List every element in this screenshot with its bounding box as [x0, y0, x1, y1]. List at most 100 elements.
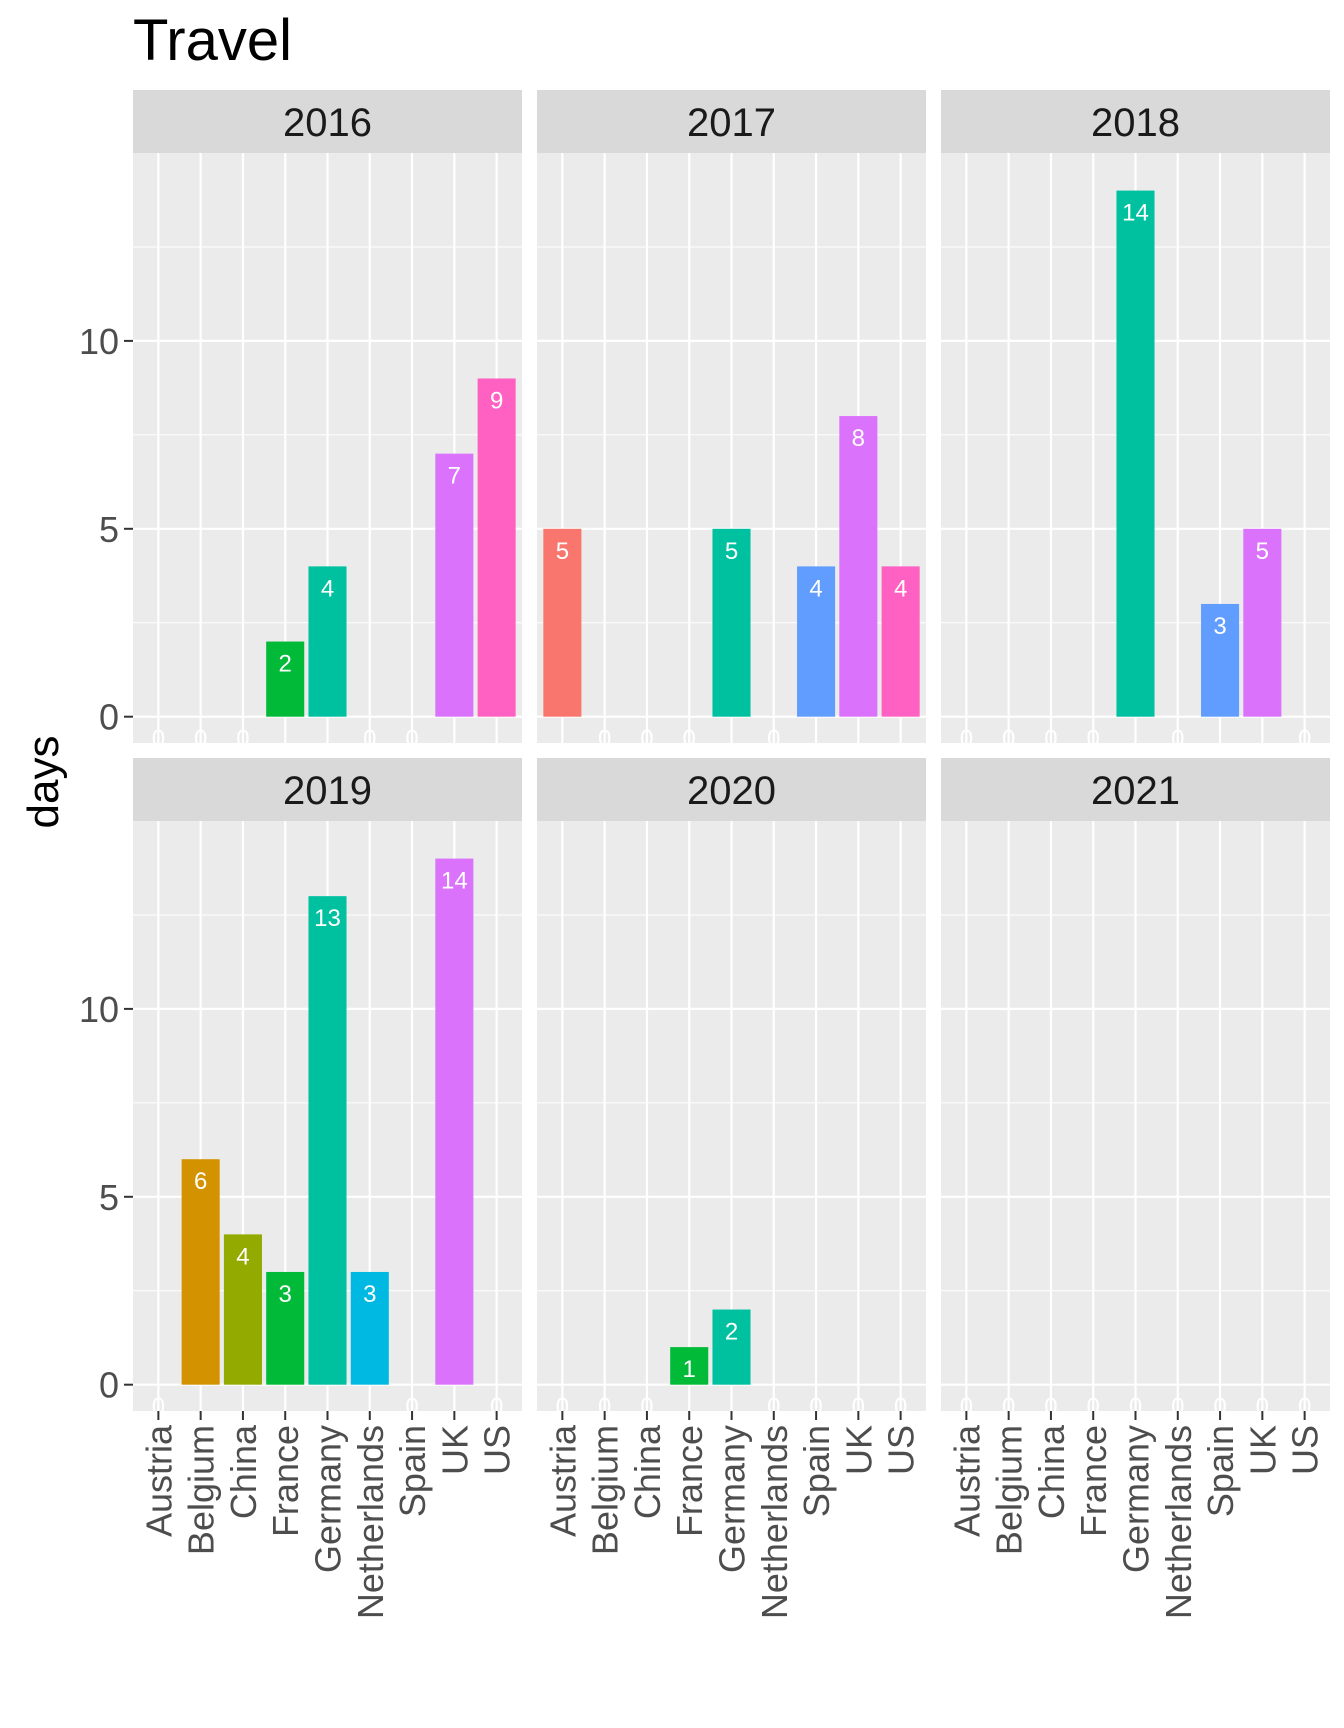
- x-tick-label: US: [881, 1425, 922, 1475]
- bar-value-label: 0: [1002, 1394, 1015, 1421]
- x-tick-label: Belgium: [181, 1425, 222, 1555]
- bar-germany: [712, 528, 751, 717]
- bar-value-label: 4: [809, 575, 822, 602]
- bar-value-label: 0: [852, 1394, 865, 1421]
- x-tick-label: China: [1031, 1424, 1072, 1519]
- facet-strip: [133, 90, 522, 153]
- bar-value-label: 0: [809, 1394, 822, 1421]
- facet-panel-2016: 2016 0 0 0 2 4 0 0 7 9 0 5 10: [79, 90, 522, 753]
- facet-strip: [537, 90, 926, 153]
- bar-value-label: 2: [279, 651, 292, 678]
- x-tick-label: Austria: [946, 1424, 987, 1537]
- bar-germany: [308, 896, 347, 1385]
- bar-value-label: 0: [960, 726, 973, 753]
- y-tick-label: 10: [79, 321, 119, 362]
- x-tick-label: US: [1285, 1425, 1326, 1475]
- x-tick-label: France: [265, 1425, 306, 1537]
- bar-value-label: 0: [598, 1394, 611, 1421]
- bar-netherlands: [350, 1271, 389, 1385]
- bar-uk: [1243, 528, 1282, 717]
- bar-value-label: 5: [725, 538, 738, 565]
- facet-panel-2020: 2020 0 0 0 1 2 0 0 0 0 Austria Belgium China France Ge…: [537, 758, 926, 1619]
- y-tick-label: 0: [99, 697, 119, 738]
- bar-value-label: 0: [1298, 726, 1311, 753]
- y-tick-label: 5: [99, 509, 119, 550]
- bar-value-label: 0: [194, 726, 207, 753]
- x-tick-label: US: [477, 1425, 518, 1475]
- bar-value-label: 0: [640, 1394, 653, 1421]
- bar-france: [670, 1347, 709, 1385]
- x-tick-label: Netherlands: [754, 1425, 795, 1619]
- x-tick-label: France: [1073, 1425, 1114, 1537]
- facet-strip: [537, 758, 926, 821]
- bar-value-label: 0: [152, 1394, 165, 1421]
- bar-value-label: 5: [556, 538, 569, 565]
- bar-value-label: 0: [405, 726, 418, 753]
- bar-china: [223, 1234, 262, 1385]
- bar-germany: [1116, 190, 1155, 717]
- bar-value-label: 0: [1087, 1394, 1100, 1421]
- facet-strip-label: 2021: [1091, 769, 1180, 813]
- bar-value-label: 0: [1213, 1394, 1226, 1421]
- facet-panel-2019: 2019 0 6 4 3 13 3 0 14 0 0 5 10 Austria Belgium China Fr…: [79, 758, 522, 1619]
- bar-germany: [712, 1309, 751, 1385]
- facet-strip-label: 2018: [1091, 101, 1180, 145]
- bar-uk: [435, 453, 474, 717]
- bar-austria: [543, 528, 582, 717]
- x-tick-label: Belgium: [989, 1425, 1030, 1555]
- bar-value-label: 0: [152, 726, 165, 753]
- bar-value-label: 0: [363, 726, 376, 753]
- bar-value-label: 0: [1002, 726, 1015, 753]
- bar-france: [266, 1271, 305, 1385]
- facet-panel-2021: 2021 0 0 0 0 0 0 0 0 0 Austria Belgium China France Ge…: [941, 758, 1330, 1619]
- bar-value-label: 3: [1213, 613, 1226, 640]
- bar-uk: [839, 416, 878, 717]
- bar-value-label: 3: [279, 1281, 292, 1308]
- bar-value-label: 0: [1171, 1394, 1184, 1421]
- bar-france: [266, 641, 305, 717]
- facet-panel-2018: 2018 0 0 0 0 14 0 3 5 0: [941, 90, 1330, 753]
- bar-value-label: 4: [894, 575, 907, 602]
- chart-title: Travel: [133, 8, 292, 73]
- bar-value-label: 0: [598, 726, 611, 753]
- x-tick-label: Germany: [712, 1425, 753, 1573]
- x-tick-label: China: [223, 1424, 264, 1519]
- bar-value-label: 4: [236, 1243, 249, 1270]
- bar-value-label: 14: [1122, 200, 1149, 227]
- bar-value-label: 0: [1044, 1394, 1057, 1421]
- y-axis-label: days: [19, 736, 68, 829]
- bar-value-label: 0: [640, 726, 653, 753]
- bar-value-label: 1: [683, 1356, 696, 1383]
- facet-strip: [133, 758, 522, 821]
- bar-spain: [1201, 603, 1240, 717]
- bar-value-label: 0: [236, 726, 249, 753]
- facet-strip: [941, 90, 1330, 153]
- x-tick-label: China: [627, 1424, 668, 1519]
- bar-uk: [435, 858, 474, 1385]
- bar-value-label: 0: [767, 1394, 780, 1421]
- bar-us: [477, 378, 516, 717]
- bar-value-label: 5: [1256, 538, 1269, 565]
- x-tick-label: France: [669, 1425, 710, 1537]
- x-tick-label: Austria: [138, 1424, 179, 1537]
- x-tick-label: Spain: [1200, 1425, 1241, 1517]
- bar-value-label: 0: [556, 1394, 569, 1421]
- bar-belgium: [181, 1159, 220, 1385]
- bar-us: [881, 566, 920, 717]
- y-tick-label: 10: [79, 989, 119, 1030]
- bar-value-label: 0: [490, 1394, 503, 1421]
- x-tick-label: Spain: [796, 1425, 837, 1517]
- bar-value-label: 0: [1171, 726, 1184, 753]
- bar-value-label: 0: [1256, 1394, 1269, 1421]
- bar-value-label: 0: [1129, 1394, 1142, 1421]
- x-tick-label: Germany: [1116, 1425, 1157, 1573]
- facet-strip-label: 2020: [687, 769, 776, 813]
- x-tick-label: UK: [1242, 1425, 1283, 1475]
- bar-value-label: 4: [321, 575, 334, 602]
- y-tick-label: 5: [99, 1177, 119, 1218]
- x-tick-label: Spain: [392, 1425, 433, 1517]
- bar-value-label: 8: [852, 425, 865, 452]
- bar-spain: [797, 566, 836, 717]
- facet-strip-label: 2016: [283, 101, 372, 145]
